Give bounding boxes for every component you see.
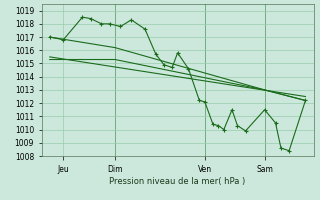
X-axis label: Pression niveau de la mer( hPa ): Pression niveau de la mer( hPa ): [109, 177, 246, 186]
